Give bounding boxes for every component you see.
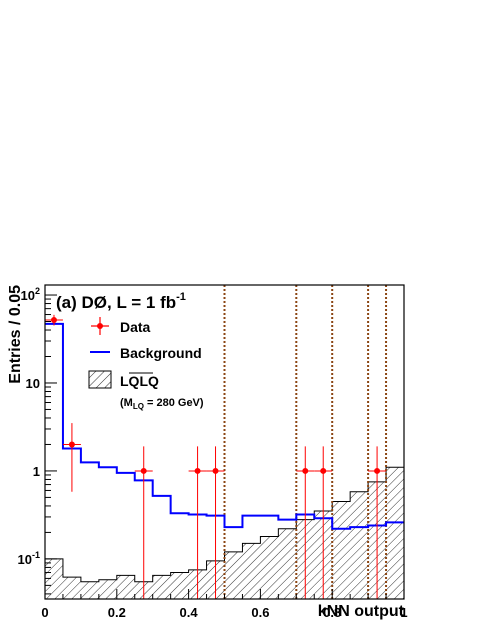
signal-bin xyxy=(242,543,261,599)
legend-data-marker xyxy=(97,323,103,329)
x-tick-label: 0 xyxy=(41,605,48,620)
legend-signal-note: (MLQ = 280 GeV) xyxy=(120,397,204,411)
x-tick-label: 0.6 xyxy=(251,605,269,620)
x-tick-label: 0.2 xyxy=(108,605,126,620)
data-point xyxy=(374,467,381,474)
background-step xyxy=(45,322,404,530)
legend-background-label: Background xyxy=(120,345,202,361)
signal-bin xyxy=(260,536,279,599)
data-points-layer xyxy=(45,314,387,599)
x-tick-label: 0.8 xyxy=(323,605,341,620)
axis-ticks: 0 0.2 0.4 0.6 0.8 1 10-1 1 10 102 xyxy=(18,286,408,620)
x-tick-label: 0.4 xyxy=(180,605,199,620)
signal-bin xyxy=(332,501,351,599)
signal-bin xyxy=(350,491,369,599)
data-point xyxy=(68,441,75,448)
legend-data-label: Data xyxy=(120,319,151,335)
y-tick-label: 1 xyxy=(33,464,40,479)
signal-bin xyxy=(98,579,117,599)
data-point xyxy=(302,467,309,474)
signal-bin xyxy=(152,575,171,599)
signal-bin xyxy=(386,467,404,599)
signal-outline xyxy=(45,466,404,599)
data-point xyxy=(194,467,201,474)
data-point xyxy=(50,317,57,324)
legend: Data Background LQLQ (MLQ = 280 GeV) xyxy=(88,317,204,411)
legend-signal-swatch xyxy=(88,370,112,389)
x-axis-label: kNN output xyxy=(318,603,405,620)
y-tick-label: 10-1 xyxy=(18,550,40,567)
data-point xyxy=(320,467,327,474)
signal-bin xyxy=(170,572,189,599)
x-tick-label: 1 xyxy=(400,605,407,620)
data-point xyxy=(212,467,219,474)
signal-bin xyxy=(278,528,297,599)
plot-title: (a) DØ, L = 1 fb-1 xyxy=(56,291,186,312)
signal-bin xyxy=(116,575,135,599)
y-tick-label: 102 xyxy=(21,286,40,303)
legend-signal-label: LQLQ xyxy=(120,373,159,389)
data-point xyxy=(140,467,147,474)
vertical-lines-layer xyxy=(223,285,388,599)
signal-bin xyxy=(62,577,81,599)
background-hist-layer xyxy=(45,322,404,530)
y-tick-label: 10 xyxy=(26,376,40,391)
signal-bin xyxy=(224,551,243,599)
signal-bin xyxy=(80,581,99,599)
y-axis-label: Entries / 0.05 xyxy=(7,285,24,384)
signal-bin xyxy=(45,558,63,599)
